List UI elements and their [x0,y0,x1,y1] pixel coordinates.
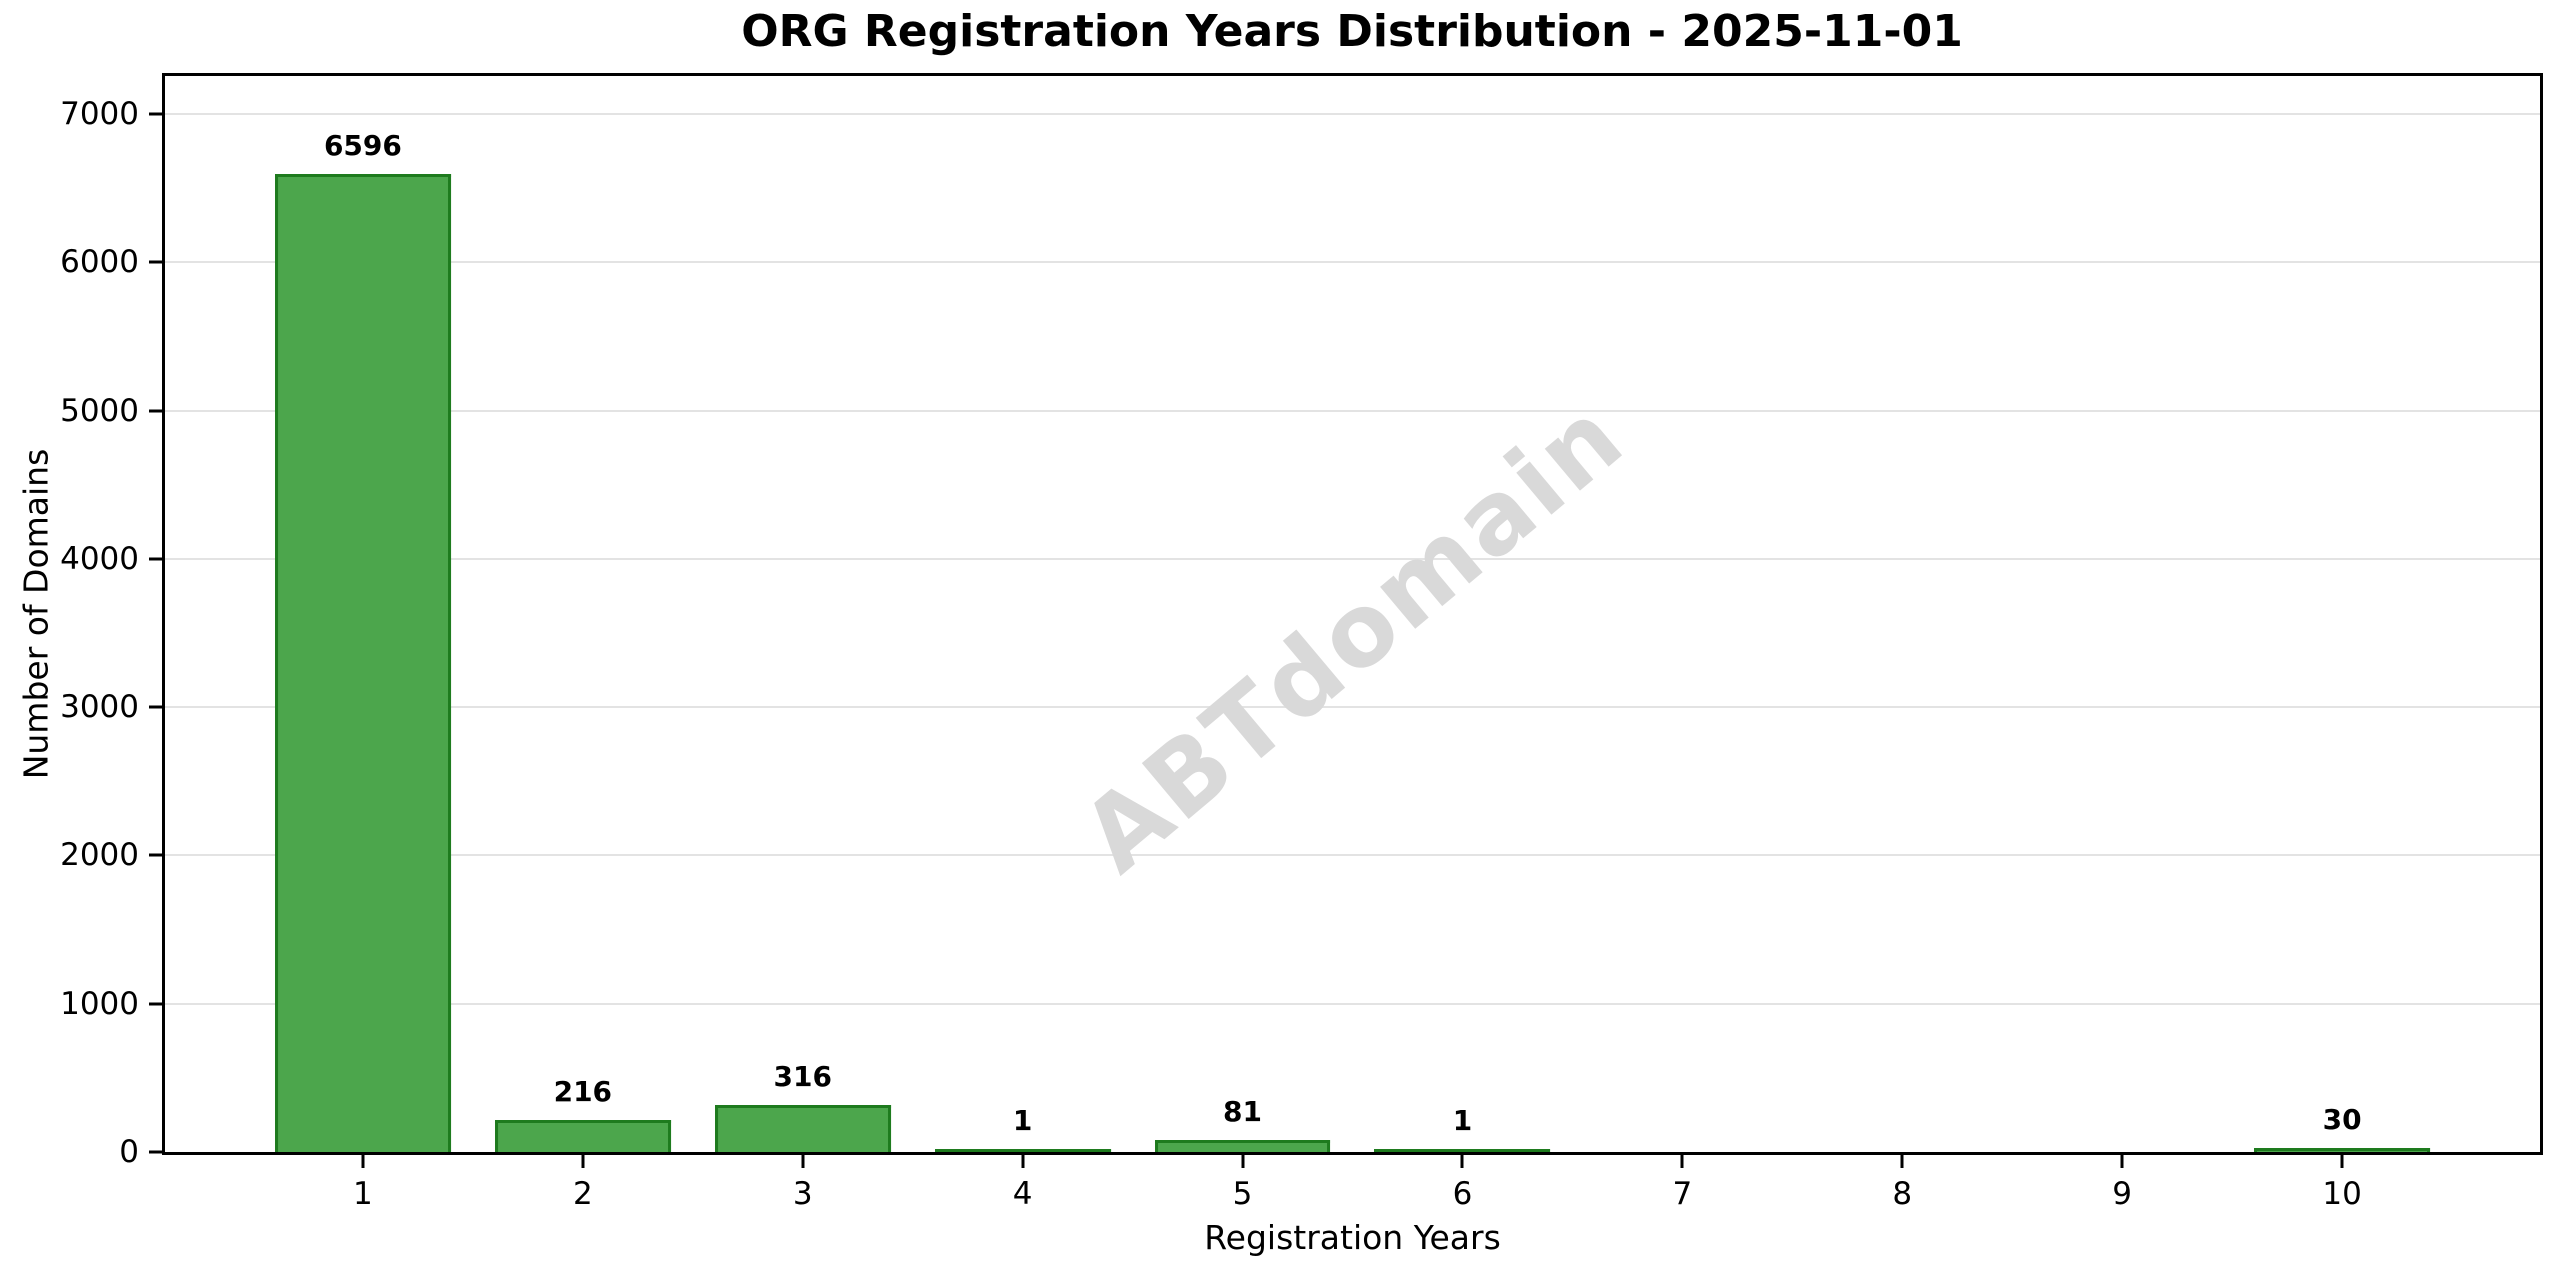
gridline [165,1002,2540,1005]
gridline [165,409,2540,412]
x-tick [1680,1155,1684,1168]
x-tick-label: 5 [1232,1176,1253,1212]
bar [2254,1147,2431,1152]
x-tick-label: 7 [1672,1176,1693,1212]
bar [274,173,451,1152]
y-tick-label: 6000 [60,244,139,281]
y-tick [149,1150,162,1154]
bar [934,1149,1111,1152]
y-tick-label: 4000 [60,540,139,577]
y-tick-label: 2000 [60,837,139,874]
x-tick [361,1155,365,1168]
y-tick [149,853,162,857]
gridline [165,112,2540,115]
bar-value-label: 81 [1223,1095,1263,1128]
chart-title: ORG Registration Years Distribution - 20… [741,6,1963,57]
bar [714,1105,891,1152]
gridline [165,557,2540,560]
bar-value-label: 6596 [323,128,402,162]
y-tick [149,260,162,264]
y-tick-label: 1000 [60,985,139,1022]
watermark-text: ABTdomain [1059,376,1646,895]
plot-area: ABTdomain 0 1000 2000 3000 4000 5000 6000 7000 6… [60,73,2543,1212]
x-tick-label: 1 [353,1176,373,1212]
x-tick [801,1155,805,1168]
bar-value-label: 30 [2322,1102,2362,1136]
y-tick [149,705,162,709]
x-tick [1460,1155,1464,1168]
y-tick-label: 0 [119,1134,139,1170]
y-tick-label: 5000 [60,392,139,429]
y-tick [149,112,162,116]
x-tick [2120,1155,2124,1168]
gridline [165,706,2540,709]
x-tick-label: 6 [1452,1176,1473,1212]
bar-value-label: 1 [1012,1104,1033,1137]
y-tick-label: 7000 [60,95,139,132]
y-tick [149,1002,162,1006]
x-tick [1021,1155,1025,1168]
y-tick [149,409,162,413]
x-tick [1241,1155,1245,1168]
bar-value-label: 216 [553,1074,613,1108]
x-tick-label: 8 [1892,1176,1913,1212]
x-tick-label: 2 [572,1176,593,1212]
x-tick-label: 9 [2112,1176,2133,1212]
x-axis-label: Registration Years [1204,1218,1501,1257]
x-tick [2340,1155,2344,1168]
x-tick-label: 10 [2322,1176,2362,1212]
x-tick [581,1155,585,1168]
y-axis-label: Number of Domains [16,448,56,780]
x-tick-label: 4 [1012,1176,1033,1212]
bar-value-label: 316 [773,1060,832,1094]
y-tick-label: 3000 [60,689,139,726]
gridline [165,854,2540,857]
y-tick [149,557,162,561]
bar [1374,1149,1551,1152]
bar-value-label: 1 [1452,1104,1473,1137]
gridline [165,261,2540,264]
x-tick-label: 3 [792,1176,813,1212]
x-tick [1900,1155,1904,1168]
bar [1154,1140,1331,1152]
bar [494,1119,671,1152]
